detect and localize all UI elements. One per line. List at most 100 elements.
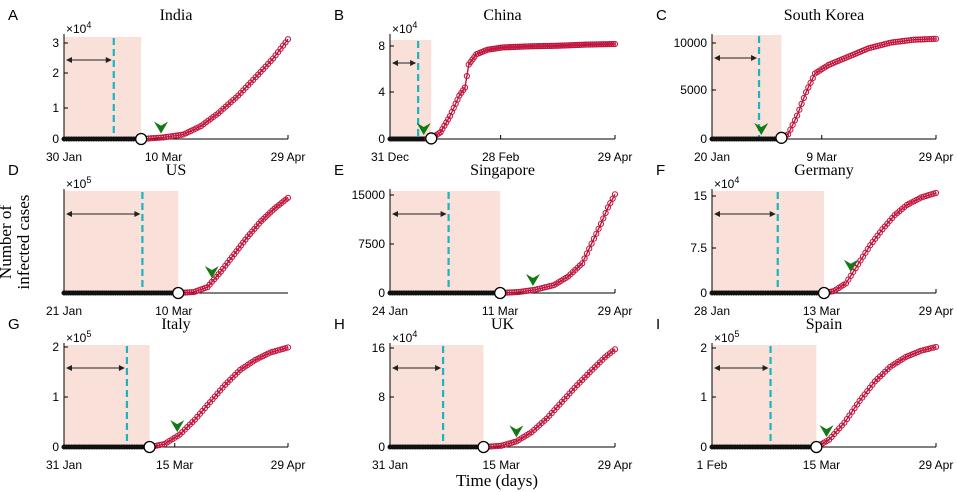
- series-markers: [709, 189, 940, 297]
- axis-multiplier: ×104: [714, 175, 739, 191]
- panel-title: India: [160, 7, 193, 24]
- interval-arrow-head-right: [105, 57, 112, 63]
- y-tick-label: 2: [52, 340, 59, 354]
- multiplier-base: ×10: [714, 331, 735, 345]
- data-point: [932, 35, 940, 42]
- panel-letter: B: [334, 7, 344, 24]
- y-tick-label: 0: [700, 286, 707, 300]
- interval-arrow-head-left: [66, 211, 72, 217]
- y-axis-label-line2: infected cases: [14, 195, 33, 290]
- panel-d: D US ×105 21 Jan 10 Mar: [8, 162, 292, 318]
- data-point: [917, 36, 924, 43]
- data-point: [930, 344, 937, 351]
- data-point: [932, 343, 940, 351]
- interval-arrow-head-left: [392, 365, 398, 371]
- x-tick-label: 31 Jan: [372, 458, 408, 472]
- data-point: [441, 122, 448, 129]
- data-point: [188, 289, 195, 296]
- green-arrowhead-marker: [843, 259, 858, 272]
- data-point: [908, 36, 915, 44]
- data-point: [932, 189, 940, 197]
- y-tick-label: 7.5: [690, 241, 707, 255]
- panel-title: Italy: [161, 316, 190, 333]
- panel-title: Germany: [794, 162, 854, 179]
- panel-letter: E: [334, 162, 344, 179]
- green-arrowhead-marker: [754, 123, 769, 135]
- y-tick-label: 0: [52, 440, 59, 454]
- data-point: [461, 84, 469, 91]
- green-arrowhead-marker: [170, 420, 185, 433]
- data-point: [611, 40, 619, 48]
- data-point: [796, 106, 803, 113]
- panel-title: Singapore: [470, 162, 535, 179]
- multiplier-exponent: 4: [86, 20, 91, 30]
- x-tick-label: 29 Apr: [271, 458, 306, 472]
- detection-point-circle: [810, 440, 823, 454]
- panel-f: F Germany ×104 0 7.5 15 28 Jan 13 Mar 29 Apr: [656, 162, 953, 318]
- y-tick-label: 1: [52, 101, 59, 115]
- data-point: [445, 116, 452, 123]
- panel-title: US: [166, 162, 186, 179]
- data-point: [800, 94, 807, 102]
- multiplier-exponent: 4: [734, 175, 739, 185]
- y-tick-label: 4: [378, 85, 385, 99]
- y-tick-label: 2: [52, 66, 59, 80]
- axis-multiplier: ×105: [66, 175, 91, 191]
- y-tick-label: 0: [378, 132, 385, 146]
- x-tick-label: 1 Feb: [697, 458, 728, 472]
- y-tick-label: 16: [372, 341, 386, 355]
- x-tick-label: 11 Mar: [482, 304, 518, 318]
- data-point: [581, 255, 588, 262]
- pre-detection-window: [390, 345, 484, 447]
- multiplier-exponent: 5: [86, 329, 91, 339]
- data-point: [510, 439, 517, 446]
- series-markers: [61, 344, 292, 451]
- y-tick-label: 15: [694, 189, 708, 203]
- x-tick-label: 28 Jan: [694, 304, 730, 318]
- y-tick-label: 0: [378, 286, 385, 300]
- interval-arrow-head-left: [392, 211, 398, 217]
- data-point: [611, 346, 619, 353]
- y-tick-label: 7500: [358, 237, 385, 251]
- pre-detection-window: [390, 191, 501, 293]
- data-point: [159, 441, 166, 448]
- green-arrowhead-marker: [416, 123, 431, 135]
- x-tick-label: 15 Mar: [483, 458, 520, 472]
- green-arrowhead-marker: [204, 265, 219, 278]
- data-point: [906, 37, 913, 44]
- data-point: [892, 38, 899, 46]
- pre-detection-window: [390, 40, 432, 139]
- pre-detection-window: [64, 345, 150, 447]
- interval-arrow-head-left: [392, 60, 398, 66]
- x-tick-label: 29 Apr: [598, 150, 633, 164]
- panel-title: UK: [491, 316, 515, 333]
- multiplier-base: ×10: [66, 177, 87, 191]
- y-tick-label: 8: [378, 390, 385, 404]
- data-point: [586, 245, 593, 252]
- detection-point-circle: [135, 132, 148, 146]
- x-tick-label: 29 Apr: [271, 150, 306, 164]
- multiplier-exponent: 4: [412, 329, 417, 339]
- data-point: [930, 35, 937, 43]
- detection-point-circle: [494, 286, 507, 300]
- x-tick-label: 15 Mar: [803, 458, 840, 472]
- detection-point-circle: [775, 131, 788, 144]
- panel-g: G Italy ×105 0 1 2 31 Jan 15 Mar 29 Apr: [8, 316, 305, 472]
- interval-arrow-head-right: [410, 60, 417, 66]
- panel-c: C South Korea 0 5000 10000 20 Jan 9 Mar 29 Apr: [656, 7, 953, 164]
- data-point: [506, 289, 513, 296]
- data-point: [186, 289, 193, 296]
- series-markers: [61, 194, 292, 297]
- green-arrowhead-marker: [819, 425, 834, 438]
- y-tick-label: 1: [700, 390, 707, 404]
- detection-point-circle: [172, 286, 185, 300]
- interval-arrow-head-left: [714, 211, 720, 217]
- series-markers: [709, 343, 940, 451]
- data-point: [890, 39, 897, 46]
- interval-arrow-head-right: [118, 365, 125, 371]
- x-axis-label: Time (days): [456, 471, 538, 490]
- y-tick-label: 1: [52, 390, 59, 404]
- data-point: [901, 37, 908, 44]
- detection-point-circle: [425, 132, 438, 145]
- interval-arrow-head-left: [714, 55, 720, 61]
